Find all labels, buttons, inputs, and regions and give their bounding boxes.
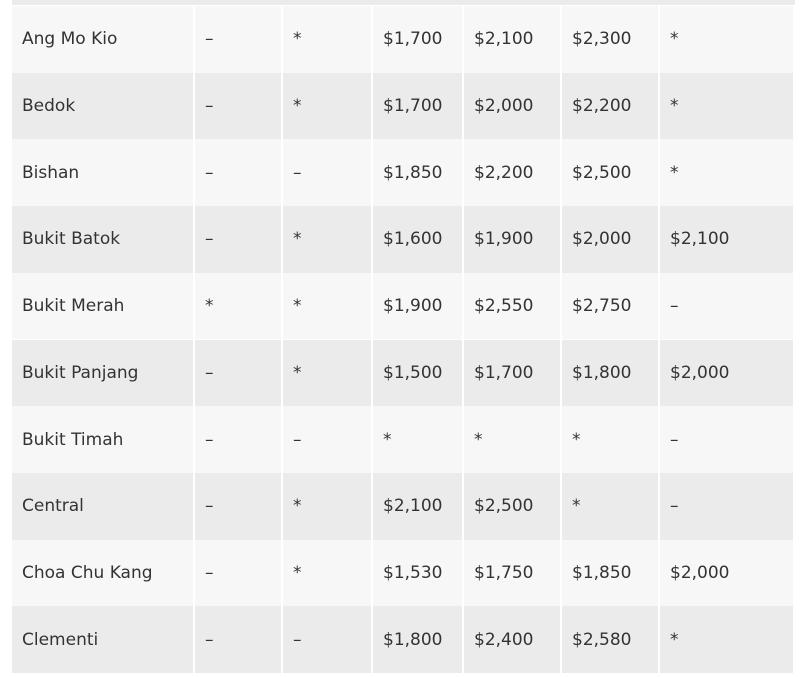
rent-cell: – [660, 272, 795, 340]
rent-cell: $2,100 [464, 6, 562, 73]
rent-cell: – [195, 72, 283, 140]
rent-cell: $1,600 [373, 206, 464, 273]
rent-cell: * [660, 6, 795, 73]
rent-cell: $2,500 [464, 472, 562, 540]
rent-cell: $1,900 [464, 206, 562, 273]
rent-cell: * [562, 472, 660, 540]
rent-cell: $2,100 [660, 206, 795, 273]
area-name-cell: Ang Mo Kio [12, 6, 195, 73]
rent-cell: – [195, 472, 283, 540]
rent-cell: * [660, 606, 795, 673]
rent-cell: – [283, 606, 373, 673]
rent-cell: $1,750 [464, 539, 562, 607]
rent-cell: * [283, 272, 373, 340]
rent-cell: * [373, 406, 464, 473]
area-name-cell: Bukit Timah [12, 406, 195, 473]
rent-cell: – [195, 406, 283, 473]
rent-cell: – [195, 339, 283, 407]
rent-cell: $1,530 [373, 539, 464, 607]
rent-cell: $1,500 [373, 339, 464, 407]
rent-cell: $1,800 [373, 606, 464, 673]
rent-cell: $2,400 [464, 606, 562, 673]
area-name-cell: Clementi [12, 606, 195, 673]
rent-cell: – [195, 139, 283, 207]
area-name-cell: Choa Chu Kang [12, 539, 195, 607]
area-name-cell: Bukit Panjang [12, 339, 195, 407]
previous-row-edge [12, 0, 795, 5]
rent-cell: $2,200 [464, 139, 562, 207]
area-name-cell: Bedok [12, 72, 195, 140]
rent-cell: * [283, 472, 373, 540]
rent-cell: $2,580 [562, 606, 660, 673]
rent-cell: * [660, 139, 795, 207]
rent-cell: * [195, 272, 283, 340]
rent-cell: $2,000 [660, 539, 795, 607]
rent-cell: – [660, 406, 795, 473]
rent-cell: $2,550 [464, 272, 562, 340]
rent-cell: $1,850 [562, 539, 660, 607]
rent-cell: $2,000 [562, 206, 660, 273]
rent-cell: * [562, 406, 660, 473]
rent-cell: – [195, 606, 283, 673]
rent-cell: – [195, 539, 283, 607]
rent-cell: $1,700 [373, 72, 464, 140]
rent-cell: – [283, 139, 373, 207]
rent-cell: $1,800 [562, 339, 660, 407]
rent-cell: – [195, 6, 283, 73]
rent-cell: * [283, 339, 373, 407]
rent-cell: $2,000 [660, 339, 795, 407]
rent-cell: $1,850 [373, 139, 464, 207]
rent-cell: $1,700 [373, 6, 464, 73]
area-name-cell: Central [12, 472, 195, 540]
area-name-cell: Bukit Merah [12, 272, 195, 340]
rent-cell: * [283, 72, 373, 140]
rent-cell: $2,500 [562, 139, 660, 207]
rent-cell: * [660, 72, 795, 140]
rent-cell: * [283, 539, 373, 607]
rent-cell: $2,200 [562, 72, 660, 140]
rent-cell: * [283, 6, 373, 73]
area-name-cell: Bishan [12, 139, 195, 207]
rent-cell: $1,700 [464, 339, 562, 407]
rent-cell: $2,300 [562, 6, 660, 73]
rent-cell: – [660, 472, 795, 540]
rent-cell: $2,000 [464, 72, 562, 140]
rent-cell: * [283, 206, 373, 273]
rent-cell: $1,900 [373, 272, 464, 340]
rent-cell: $2,750 [562, 272, 660, 340]
area-name-cell: Bukit Batok [12, 206, 195, 273]
rent-cell: $2,100 [373, 472, 464, 540]
rent-cell: – [283, 406, 373, 473]
rent-cell: * [464, 406, 562, 473]
rent-cell: – [195, 206, 283, 273]
